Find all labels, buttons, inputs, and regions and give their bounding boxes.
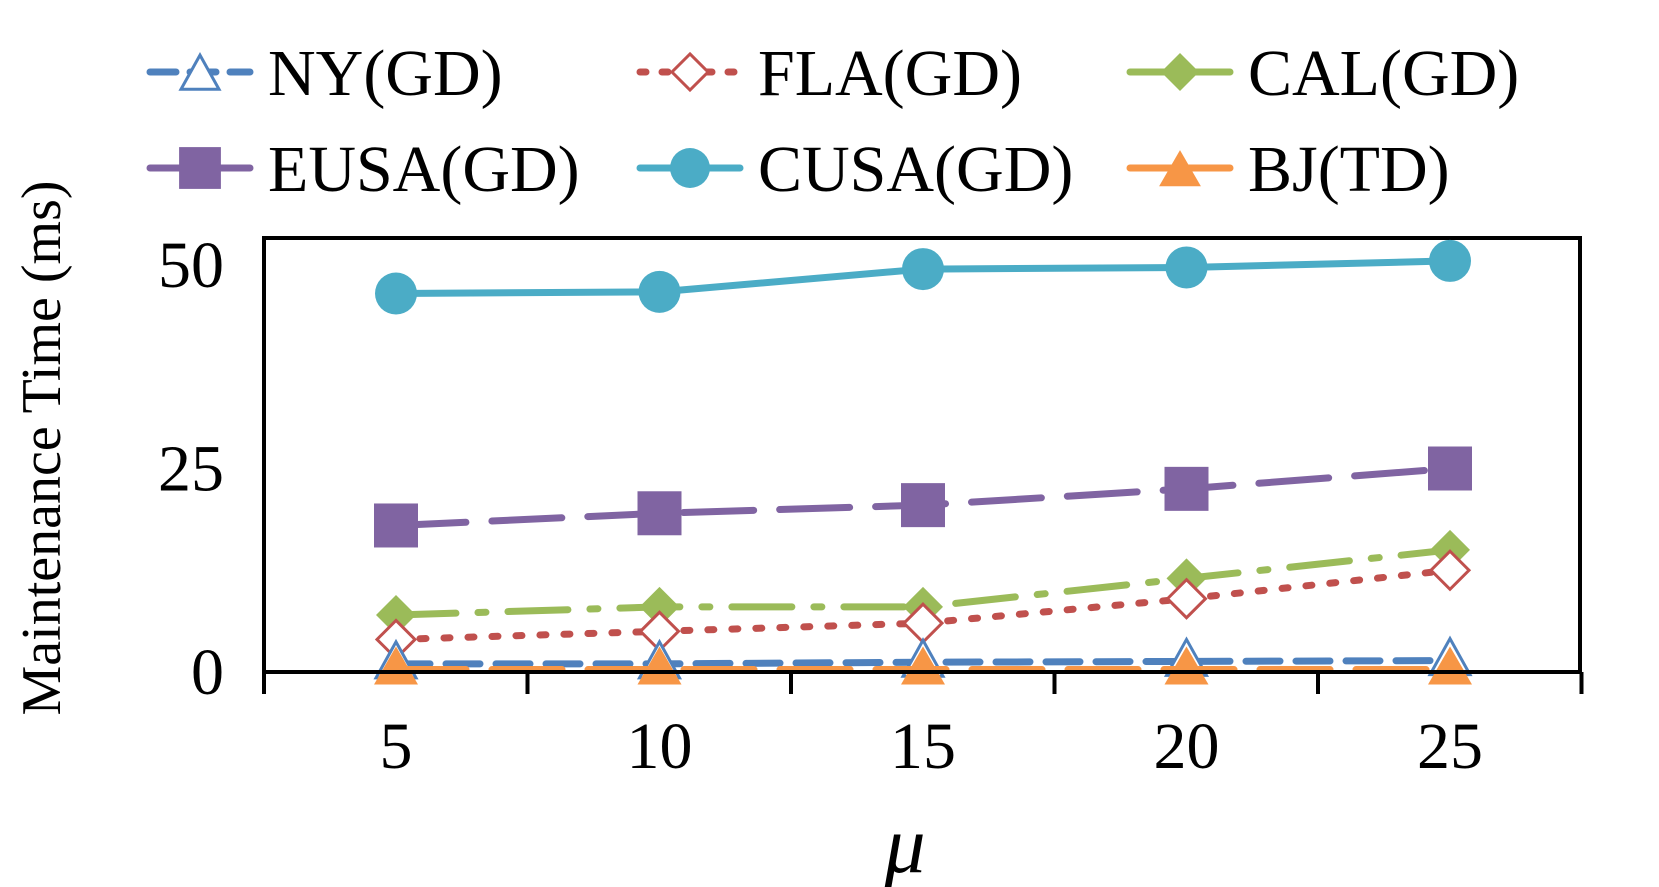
legend-entry: BJ(TD) <box>1126 133 1450 206</box>
data-point <box>1429 239 1471 282</box>
data-point <box>375 272 417 315</box>
x-axis-label: μ <box>883 799 925 887</box>
y-tick-label: 50 <box>158 229 224 302</box>
legend-label: EUSA(GD) <box>268 133 580 206</box>
legend-marker <box>670 148 710 188</box>
data-point <box>638 270 681 313</box>
legend-marker <box>1161 53 1199 91</box>
data-point <box>901 646 945 685</box>
data-point <box>902 248 944 291</box>
x-tick-label: 5 <box>380 710 413 783</box>
data-point <box>1164 646 1209 685</box>
data-point <box>1428 446 1472 491</box>
legend-label: FLA(GD) <box>758 37 1022 110</box>
y-axis-label: Maintenance Time (ms) <box>11 180 73 715</box>
axes: 5 10 15 20 25 0 25 50 <box>158 229 1584 783</box>
data-point <box>1165 577 1208 620</box>
y-tick-label: 25 <box>158 433 224 506</box>
legend-entry: CUSA(GD) <box>636 133 1073 206</box>
series-bj-td <box>374 646 1472 685</box>
data-point <box>1428 646 1472 685</box>
legend-marker <box>1159 150 1201 187</box>
legend-entry: NY(GD) <box>146 37 503 110</box>
data-point <box>376 595 416 636</box>
legend-marker <box>179 147 221 189</box>
legend: NY(GD) FLA(GD) CAL(GD) EUSA(GD) CUSA(GD) BJ(T… <box>146 37 1519 206</box>
x-tick-label: 15 <box>890 710 956 783</box>
data-point <box>637 491 682 536</box>
legend-label: BJ(TD) <box>1248 133 1450 206</box>
x-tick-label: 25 <box>1417 710 1483 783</box>
data-point <box>1428 549 1472 592</box>
data-point <box>1165 246 1208 289</box>
legend-label: NY(GD) <box>268 37 503 110</box>
x-tick-label: 20 <box>1154 710 1220 783</box>
legend-entry: FLA(GD) <box>636 37 1022 110</box>
legend-label: CUSA(GD) <box>758 133 1073 206</box>
legend-entry: EUSA(GD) <box>146 133 580 206</box>
legend-marker <box>669 51 711 93</box>
data-point <box>901 483 945 528</box>
x-tick-label: 10 <box>627 710 693 783</box>
legend-label: CAL(GD) <box>1248 37 1519 110</box>
legend-marker <box>178 52 222 91</box>
data-point <box>639 586 680 627</box>
data-point <box>374 503 418 548</box>
data-point <box>637 646 682 685</box>
data-point <box>1164 466 1209 511</box>
legend-entry: CAL(GD) <box>1126 37 1519 110</box>
series-cusa-gd <box>375 239 1471 315</box>
y-tick-label: 0 <box>191 636 224 709</box>
series-layer <box>373 239 1473 685</box>
series-eusa-gd <box>374 446 1472 548</box>
data-point <box>374 646 418 685</box>
